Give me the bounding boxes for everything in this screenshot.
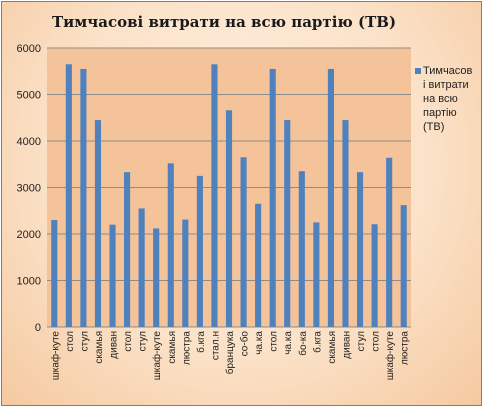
y-tick-label: 2000 <box>17 229 41 241</box>
x-tick-label: стол <box>123 331 134 352</box>
bar <box>255 203 262 327</box>
bar <box>65 64 72 328</box>
x-tick-label: стул <box>79 331 90 351</box>
x-tick-label: ча.ка <box>283 331 294 355</box>
bar <box>167 163 174 327</box>
x-tick-label: диван <box>341 331 352 359</box>
x-tick-label: стол <box>269 331 280 352</box>
bar <box>225 110 233 327</box>
bar <box>342 120 349 327</box>
legend-swatch <box>415 68 421 74</box>
bars <box>51 64 407 328</box>
bar <box>182 219 189 327</box>
bar <box>327 68 334 328</box>
bar <box>386 157 393 327</box>
bar <box>269 68 276 328</box>
y-tick-label: 0 <box>35 322 41 334</box>
bar <box>284 120 291 327</box>
bar <box>153 228 160 327</box>
x-tick-label: со-бо <box>239 331 251 357</box>
bar <box>109 224 116 327</box>
y-tick-label: 5000 <box>17 90 41 102</box>
bar <box>313 222 320 327</box>
bar <box>371 224 378 327</box>
x-tick-label: стол <box>371 331 382 352</box>
bar <box>211 64 218 328</box>
x-tick-label: люстра <box>400 331 411 365</box>
x-tick-label: б.кга <box>311 331 323 353</box>
x-tick-label: скамья <box>327 331 338 364</box>
x-tick-label: шкаф-куте <box>384 331 396 381</box>
y-tick-label: 4000 <box>17 136 41 148</box>
x-tick-label: бранцука <box>224 331 236 375</box>
y-tick-label: 1000 <box>17 276 41 288</box>
x-axis-labels: шкаф-куте стол стул скамья диван стол стул шкаф… <box>49 331 410 381</box>
x-tick-label: б.кга <box>195 331 207 353</box>
bar <box>240 157 247 327</box>
x-tick-label: стул <box>356 331 367 351</box>
bar <box>51 220 58 327</box>
bar <box>124 172 131 327</box>
legend: Тимчасов і витрати на всю партію (ТВ) <box>415 65 473 133</box>
bar <box>298 171 305 327</box>
bar <box>356 172 364 327</box>
y-axis-ticks: 0 1000 2000 3000 4000 5000 6000 <box>17 43 41 334</box>
bar <box>80 68 87 328</box>
x-tick-label: стал.н <box>210 331 221 360</box>
bar <box>94 120 102 327</box>
x-tick-label: бо-ка <box>297 331 309 356</box>
legend-label: Тимчасов і витрати на всю партію (ТВ) <box>423 65 473 133</box>
x-tick-label: скамья <box>167 331 178 364</box>
y-tick-label: 6000 <box>17 43 41 55</box>
x-tick-label: ча.ка <box>254 331 265 355</box>
x-tick-label: диван <box>109 331 120 359</box>
x-tick-label: шкаф-куте <box>151 331 163 381</box>
x-tick-label: скамья <box>94 331 105 364</box>
x-tick-label: стул <box>138 331 149 351</box>
x-tick-label: стол <box>65 331 76 352</box>
x-tick-label: шкаф-куте <box>49 331 61 381</box>
x-tick-label: люстра <box>181 331 192 365</box>
bar <box>196 175 203 327</box>
bar <box>400 205 407 327</box>
y-tick-label: 3000 <box>17 183 41 195</box>
bar <box>138 208 145 327</box>
chart-title: Тимчасові витрати на всю партію (ТВ) <box>52 13 396 31</box>
